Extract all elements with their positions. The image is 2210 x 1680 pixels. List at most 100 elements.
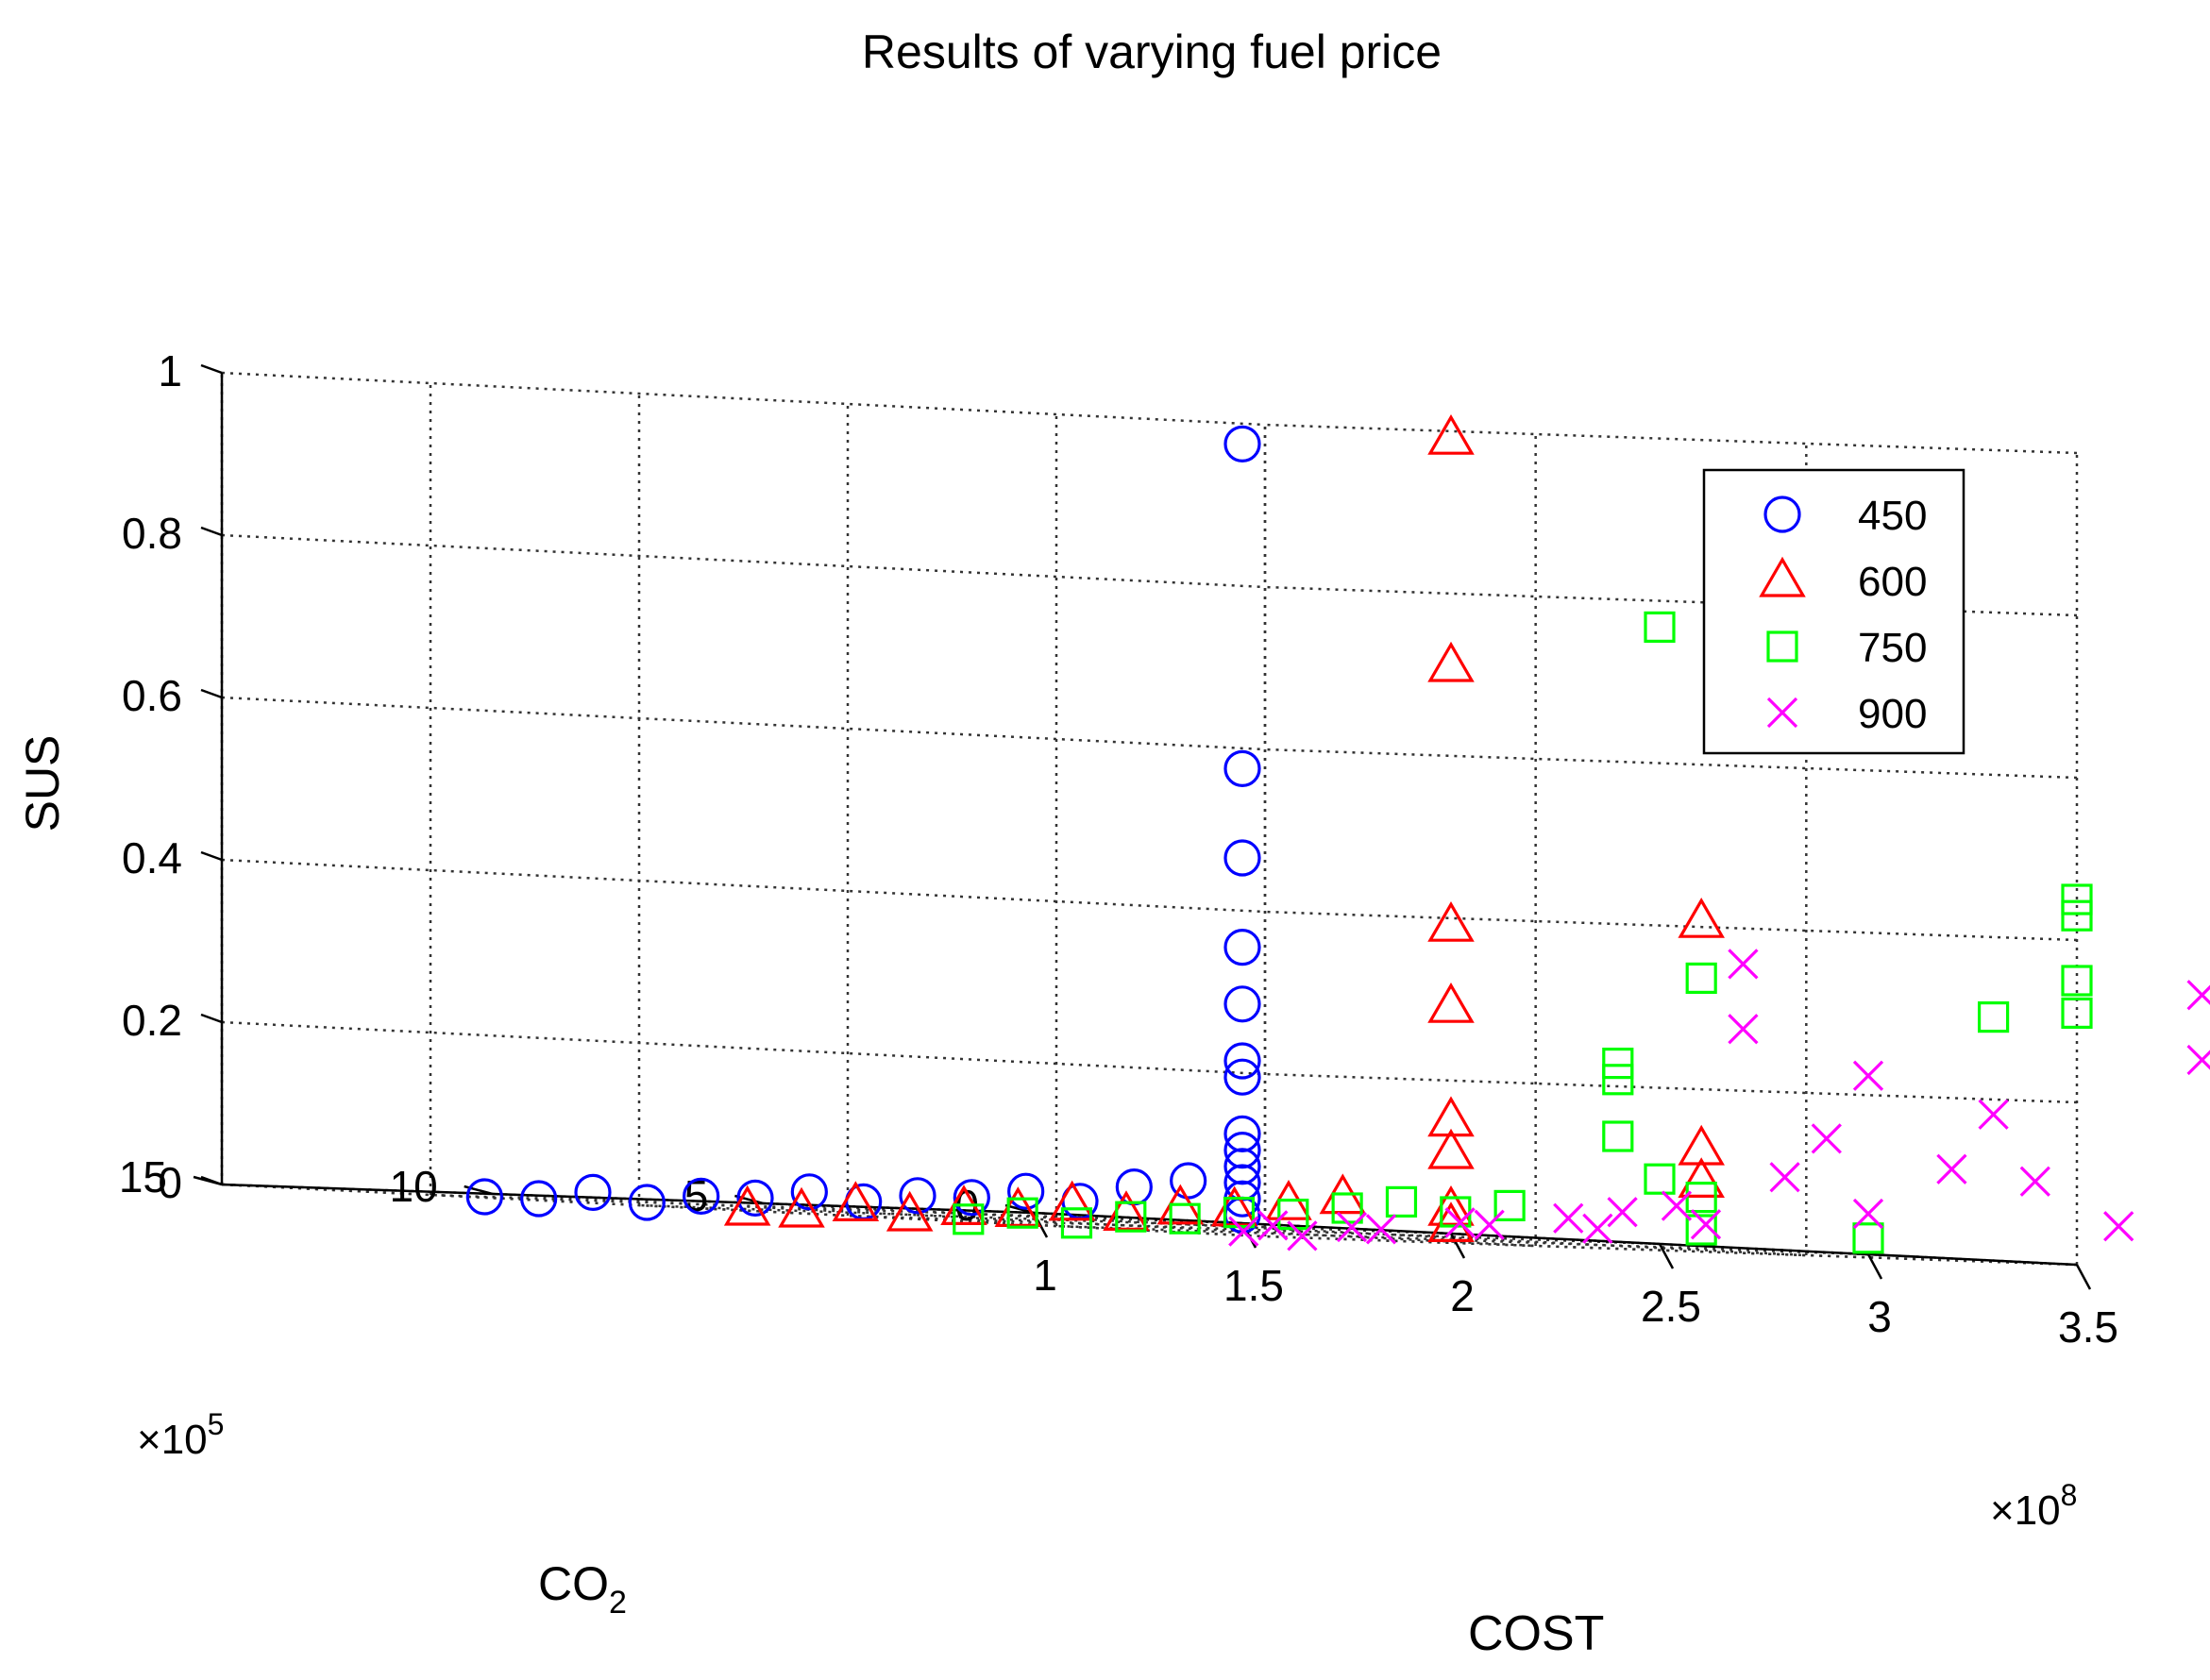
data-point-450 — [1223, 1058, 1261, 1096]
data-point-900 — [1936, 1153, 1967, 1184]
data-point-750 — [1644, 611, 1676, 644]
data-point-600 — [1103, 1190, 1150, 1232]
data-point-600 — [1427, 641, 1475, 682]
z-axis-label: SUS — [16, 735, 69, 832]
grid-line — [221, 371, 1266, 427]
legend-marker-900 — [1766, 697, 1798, 729]
data-point-750 — [2061, 883, 2093, 916]
data-point-750 — [1852, 1222, 1884, 1254]
data-point-450 — [628, 1184, 666, 1221]
data-point-750 — [1685, 962, 1717, 995]
data-point-450 — [1223, 425, 1261, 462]
data-point-450 — [736, 1179, 774, 1218]
data-point-750 — [2061, 899, 2093, 932]
data-point-900 — [1553, 1202, 1584, 1234]
data-point-600 — [1427, 983, 1475, 1023]
data-point-900 — [1661, 1190, 1693, 1221]
data-point-750 — [2061, 965, 2093, 997]
series-750 — [953, 611, 2093, 1254]
y-axis-exponent: ×105 — [137, 1407, 224, 1463]
data-point-600 — [1678, 1157, 1725, 1199]
data-point-750 — [953, 1203, 985, 1235]
legend-label-450: 450 — [1858, 493, 1927, 539]
data-point-600 — [886, 1190, 934, 1232]
data-point-450 — [465, 1178, 503, 1216]
data-point-750 — [1115, 1201, 1147, 1233]
data-point-600 — [723, 1184, 771, 1226]
y-axis-label-main: CO — [538, 1557, 609, 1610]
data-point-450 — [683, 1177, 720, 1216]
data-point-900 — [1690, 1209, 1722, 1240]
z-tick-label: 1 — [158, 346, 182, 395]
data-point-450 — [1223, 1148, 1261, 1185]
y-exponent-base: ×10 — [137, 1417, 208, 1463]
legend: 450 600 750 900 — [1702, 468, 1965, 755]
data-point-900 — [1336, 1211, 1368, 1243]
x-tick-label: 2 — [1450, 1271, 1475, 1320]
data-point-750 — [1331, 1192, 1363, 1224]
svg-text:CO2: CO2 — [538, 1557, 627, 1621]
data-point-750 — [1060, 1207, 1093, 1239]
svg-text:×108: ×108 — [1990, 1478, 2077, 1534]
y-exponent-power: 5 — [208, 1407, 225, 1441]
y-axis-line — [221, 1183, 1035, 1215]
data-point-600 — [1048, 1180, 1096, 1221]
y-tick-label: 10 — [389, 1162, 437, 1211]
z-tick-label: 0.2 — [122, 996, 182, 1045]
series-450 — [465, 425, 1261, 1235]
data-point-450 — [1223, 928, 1261, 966]
data-point-750 — [1493, 1189, 1526, 1222]
x-axis-line — [1033, 1211, 2078, 1267]
data-point-900 — [2186, 980, 2210, 1011]
data-point-750 — [1169, 1202, 1201, 1235]
x-tick — [2075, 1264, 2092, 1290]
data-point-600 — [1427, 414, 1475, 455]
z-tick-label: 0.6 — [122, 671, 182, 720]
data-point-450 — [790, 1173, 828, 1211]
legend-marker-750 — [1766, 630, 1798, 663]
data-point-600 — [1678, 1124, 1725, 1166]
legend-label-900: 900 — [1858, 691, 1927, 737]
data-point-450 — [899, 1177, 936, 1215]
y-axis-label-subscript: 2 — [609, 1585, 627, 1621]
y-axis-label: CO2 — [538, 1557, 627, 1621]
x-tick — [1658, 1243, 1675, 1269]
data-point-750 — [1006, 1197, 1038, 1229]
data-point-900 — [1728, 949, 1759, 980]
z-tick — [200, 850, 223, 862]
grid-line — [1264, 423, 2078, 455]
grid-line — [1264, 910, 2078, 942]
data-point-600 — [778, 1186, 825, 1228]
data-points — [465, 414, 2210, 1254]
data-point-750 — [1602, 1047, 1634, 1080]
grid-line — [221, 533, 1266, 589]
z-tick-label: 0 — [158, 1158, 182, 1207]
z-tick — [200, 1175, 223, 1186]
x-tick-label: 3.5 — [2058, 1302, 2118, 1352]
svg-text:×105: ×105 — [137, 1407, 224, 1463]
data-point-900 — [2103, 1211, 2134, 1242]
data-point-750 — [1685, 1214, 1717, 1246]
data-point-450 — [1223, 749, 1261, 788]
data-point-900 — [1474, 1209, 1505, 1240]
x-axis-label: COST — [1468, 1606, 1604, 1661]
data-point-450 — [1223, 839, 1261, 877]
x-tick — [1866, 1253, 1883, 1280]
x-axis-exponent: ×108 — [1990, 1478, 2077, 1534]
data-point-900 — [1811, 1123, 1842, 1154]
data-point-600 — [1427, 1096, 1475, 1137]
z-tick — [200, 526, 223, 537]
x-exponent-base: ×10 — [1990, 1487, 2061, 1534]
data-point-600 — [1427, 901, 1475, 942]
data-point-900 — [1978, 1099, 2009, 1130]
x-tick-label: 1.5 — [1223, 1261, 1284, 1310]
x-tick-label: 2.5 — [1641, 1282, 1701, 1331]
series-900 — [1228, 601, 2210, 1252]
data-point-750 — [1685, 1181, 1717, 1214]
grid-line — [221, 1020, 1266, 1076]
data-point-900 — [1228, 1216, 1259, 1247]
grid-line — [1264, 1072, 2078, 1104]
grid-line — [1264, 1235, 2078, 1267]
